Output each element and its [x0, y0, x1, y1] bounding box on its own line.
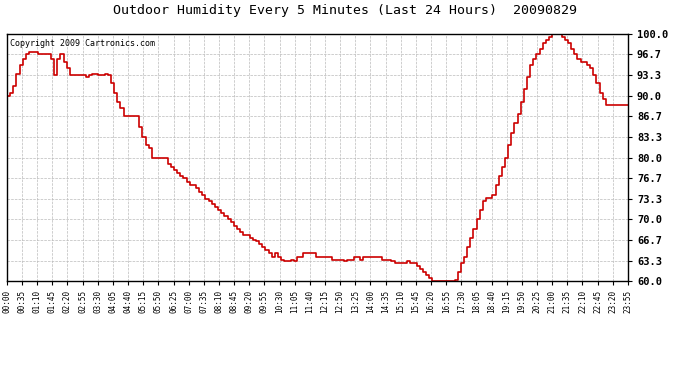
Text: Outdoor Humidity Every 5 Minutes (Last 24 Hours)  20090829: Outdoor Humidity Every 5 Minutes (Last 2…	[113, 4, 577, 17]
Text: Copyright 2009 Cartronics.com: Copyright 2009 Cartronics.com	[10, 39, 155, 48]
